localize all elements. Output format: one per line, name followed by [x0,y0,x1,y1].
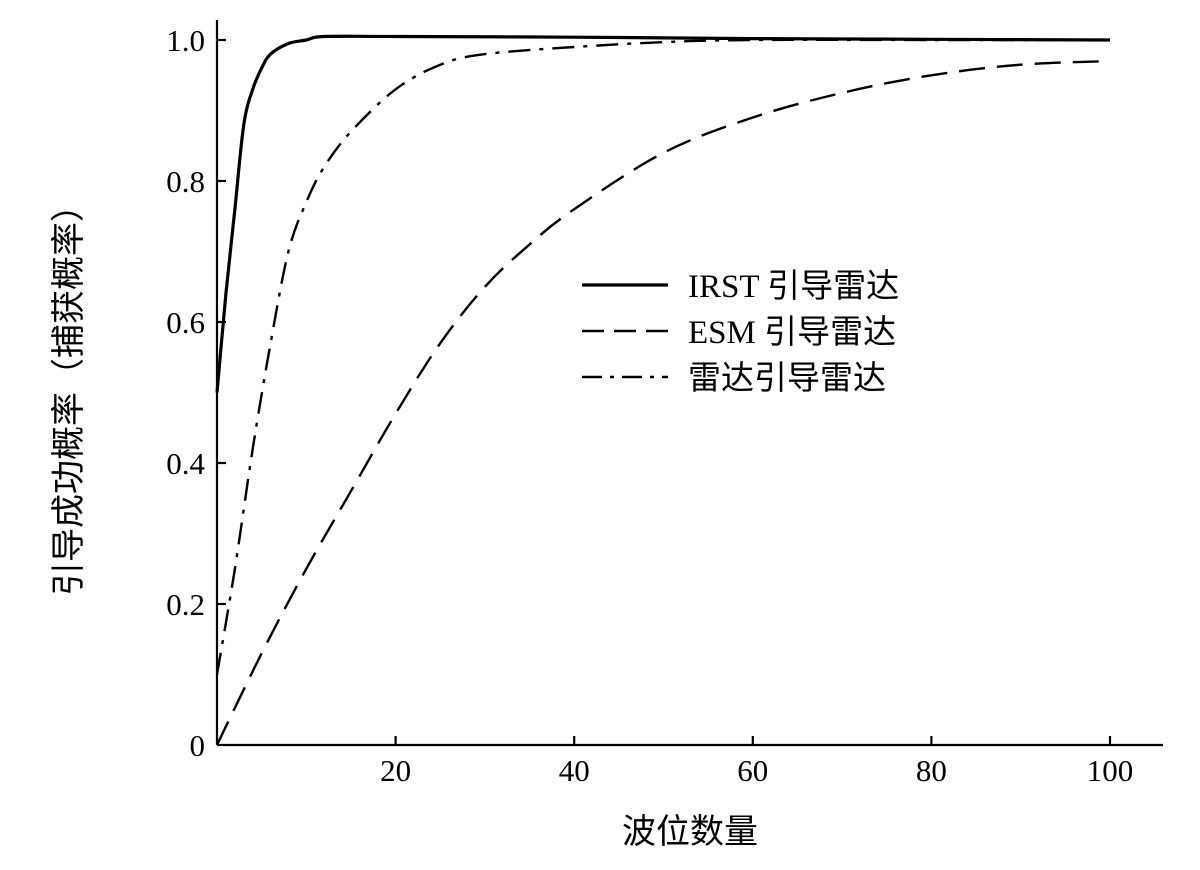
y-tick-label: 0.6 [166,305,205,340]
y-tick-label: 0.2 [166,587,205,622]
x-tick-label: 40 [559,753,590,788]
irst-series-line [215,34,1111,393]
esm-series-line [215,59,1111,746]
legend-item-irst: IRST 引导雷达 [582,268,899,305]
legend-label: IRST 引导雷达 [688,268,899,305]
legend-item-esm: ESM 引导雷达 [582,314,896,351]
x-axis-title: 波位数量 [622,812,758,852]
legend-item-radar: 雷达引导雷达 [582,360,886,397]
x-tick-label: 100 [1087,753,1134,788]
y-axis-title: 引导成功概率（捕获概率） [49,188,89,596]
y-tick-label: 0.4 [166,446,205,481]
radar-series-line [215,38,1110,675]
series-lines [215,34,1111,746]
y-tick-label: 0 [190,728,206,763]
tick-labels: 20 40 60 80 100 0 0.2 0.4 0.6 0.8 1.0 [166,23,1133,788]
x-tick-label: 60 [737,753,768,788]
legend-label: 雷达引导雷达 [688,360,886,397]
x-tick-label: 20 [380,753,411,788]
y-tick-label: 0.8 [166,164,205,199]
x-tick-label: 80 [916,753,947,788]
y-tick-label: 1.0 [166,23,205,58]
tick-marks [217,38,1112,745]
legend-label: ESM 引导雷达 [688,314,896,351]
